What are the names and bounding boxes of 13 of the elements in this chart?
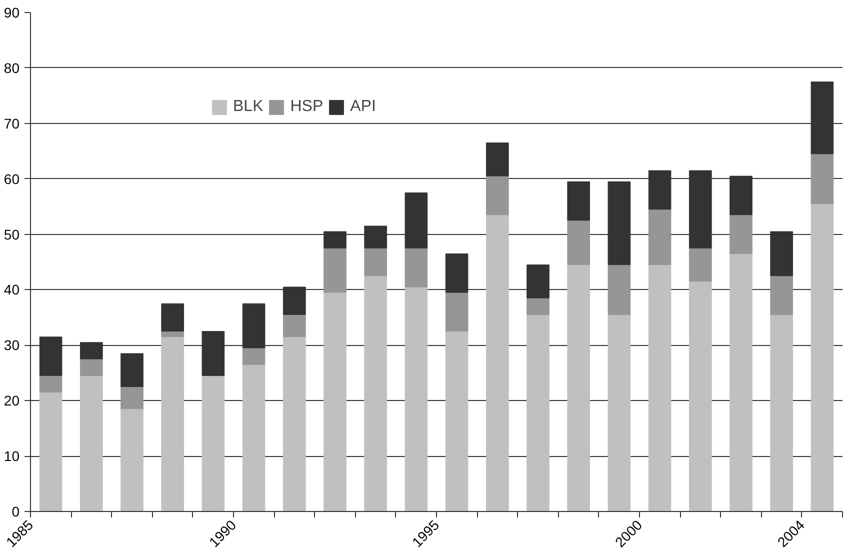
y-tick-label: 10 — [4, 448, 20, 464]
y-tick-label: 30 — [4, 337, 20, 354]
y-tick-label: 40 — [4, 282, 20, 298]
y-tick-label: 90 — [4, 4, 20, 20]
y-tick-label: 80 — [4, 60, 20, 76]
y-tick-label: 70 — [4, 115, 20, 132]
y-tick-label: 0 — [12, 504, 20, 520]
legend-label: HSP — [290, 98, 324, 116]
y-tick-label: 60 — [4, 170, 20, 187]
y-tick-label: 50 — [4, 226, 20, 242]
y-tick-label: 20 — [4, 392, 20, 409]
legend-label: BLK — [233, 98, 264, 116]
legend-label: API — [350, 98, 376, 116]
